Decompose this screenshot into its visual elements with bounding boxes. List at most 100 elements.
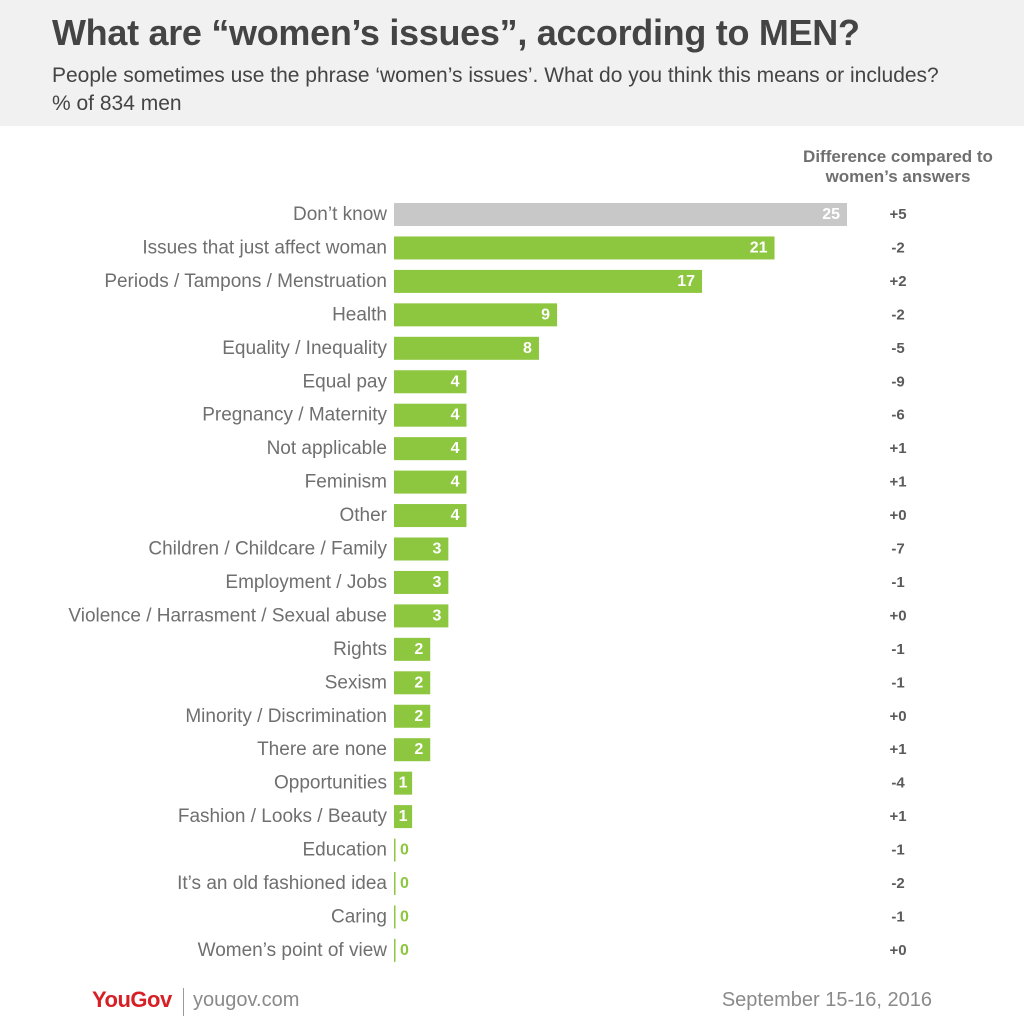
category-label: Employment / Jobs xyxy=(225,572,387,593)
header-band xyxy=(0,0,1024,126)
bar xyxy=(394,336,539,360)
difference-label: -1 xyxy=(891,641,904,658)
bar-value-label: 3 xyxy=(432,541,441,558)
footer-url: yougov.com xyxy=(193,989,300,1011)
category-label: Opportunities xyxy=(274,773,387,794)
bar-value-label: 25 xyxy=(822,206,840,223)
bar-value-label: 3 xyxy=(432,574,441,591)
bar-value-label: 0 xyxy=(400,908,409,925)
difference-label: -1 xyxy=(891,574,904,591)
difference-label: +5 xyxy=(889,206,906,223)
category-label: There are none xyxy=(257,739,387,760)
category-label: Periods / Tampons / Menstruation xyxy=(104,271,387,292)
bar xyxy=(394,403,467,427)
difference-label: +0 xyxy=(889,708,906,725)
bar-value-label: 3 xyxy=(432,607,441,624)
category-label: Fashion / Looks / Beauty xyxy=(178,806,388,827)
chart-title: What are “women’s issues”, according to … xyxy=(52,12,860,53)
category-label: Women’s point of view xyxy=(198,940,388,961)
chart-subtitle: People sometimes use the phrase ‘women’s… xyxy=(52,64,939,115)
bar-value-label: 4 xyxy=(451,474,460,491)
bar xyxy=(394,470,467,494)
difference-label: -6 xyxy=(891,407,904,424)
yougov-logo: YouGov xyxy=(92,987,172,1012)
bar-value-label: 4 xyxy=(451,507,460,524)
bar-value-label: 4 xyxy=(451,440,460,457)
bar-value-label: 0 xyxy=(400,875,409,892)
category-label: Feminism xyxy=(305,472,387,493)
bar xyxy=(394,637,431,661)
bar-value-label: 1 xyxy=(399,775,408,792)
difference-label: +1 xyxy=(889,440,906,457)
difference-label: -4 xyxy=(891,775,905,792)
bar-value-label: 21 xyxy=(750,239,768,256)
difference-label: -9 xyxy=(891,373,904,390)
bar xyxy=(394,671,431,695)
bar xyxy=(394,537,449,561)
bar xyxy=(394,738,431,762)
difference-label: -2 xyxy=(891,875,904,892)
bar xyxy=(394,805,413,829)
bar xyxy=(394,303,558,327)
difference-label: +0 xyxy=(889,942,906,959)
bar-value-label: 0 xyxy=(400,942,409,959)
bar-value-label: 2 xyxy=(414,674,423,691)
bar-value-label: 4 xyxy=(451,407,460,424)
bar xyxy=(394,269,703,293)
category-label: Health xyxy=(332,304,387,325)
category-label: Rights xyxy=(333,639,387,660)
bar xyxy=(394,771,413,795)
category-label: Caring xyxy=(331,906,387,927)
difference-label: -5 xyxy=(891,340,904,357)
bar xyxy=(394,872,396,895)
bar xyxy=(394,370,467,394)
bar xyxy=(394,236,775,260)
difference-label: +1 xyxy=(889,474,906,491)
category-label: Violence / Harrasment / Sexual abuse xyxy=(68,605,387,626)
difference-label: -2 xyxy=(891,239,904,256)
footer-divider xyxy=(183,988,184,1016)
bar xyxy=(394,704,431,728)
bar xyxy=(394,203,847,226)
bar xyxy=(394,570,449,594)
category-label: Equality / Inequality xyxy=(222,338,387,359)
bar-value-label: 9 xyxy=(541,306,550,323)
bar xyxy=(394,504,467,528)
category-label: Minority / Discrimination xyxy=(185,706,387,727)
bar-value-label: 17 xyxy=(677,273,695,290)
difference-label: -1 xyxy=(891,842,904,859)
bar xyxy=(394,938,396,962)
footer-date: September 15-16, 2016 xyxy=(721,989,932,1011)
difference-label: -1 xyxy=(891,908,904,925)
bar xyxy=(394,604,449,628)
bar-value-label: 8 xyxy=(523,340,532,357)
category-label: Don’t know xyxy=(293,204,387,225)
category-label: Education xyxy=(302,840,387,861)
bar-value-label: 0 xyxy=(400,842,409,859)
bar xyxy=(394,905,396,929)
category-label: Not applicable xyxy=(267,438,387,459)
difference-label: -7 xyxy=(891,541,904,558)
difference-label: +0 xyxy=(889,507,906,524)
category-label: Equal pay xyxy=(302,371,387,392)
bar-value-label: 2 xyxy=(414,641,423,658)
difference-label: +1 xyxy=(889,741,906,758)
category-label: Other xyxy=(339,505,387,526)
difference-label: +1 xyxy=(889,808,906,825)
difference-label: +2 xyxy=(889,273,906,290)
bar-value-label: 4 xyxy=(451,373,460,390)
bar-value-label: 2 xyxy=(414,708,423,725)
difference-label: -2 xyxy=(891,306,904,323)
bar xyxy=(394,437,467,461)
category-label: It’s an old fashioned idea xyxy=(177,873,387,894)
category-label: Pregnancy / Maternity xyxy=(202,405,387,426)
category-label: Issues that just affect woman xyxy=(142,237,387,258)
bar-value-label: 1 xyxy=(399,808,408,825)
difference-column-header: Difference compared to women’s answers xyxy=(803,147,993,186)
difference-label: +0 xyxy=(889,607,906,624)
category-label: Sexism xyxy=(325,672,387,693)
bar-value-label: 2 xyxy=(414,741,423,758)
difference-label: -1 xyxy=(891,674,904,691)
bar xyxy=(394,838,396,862)
